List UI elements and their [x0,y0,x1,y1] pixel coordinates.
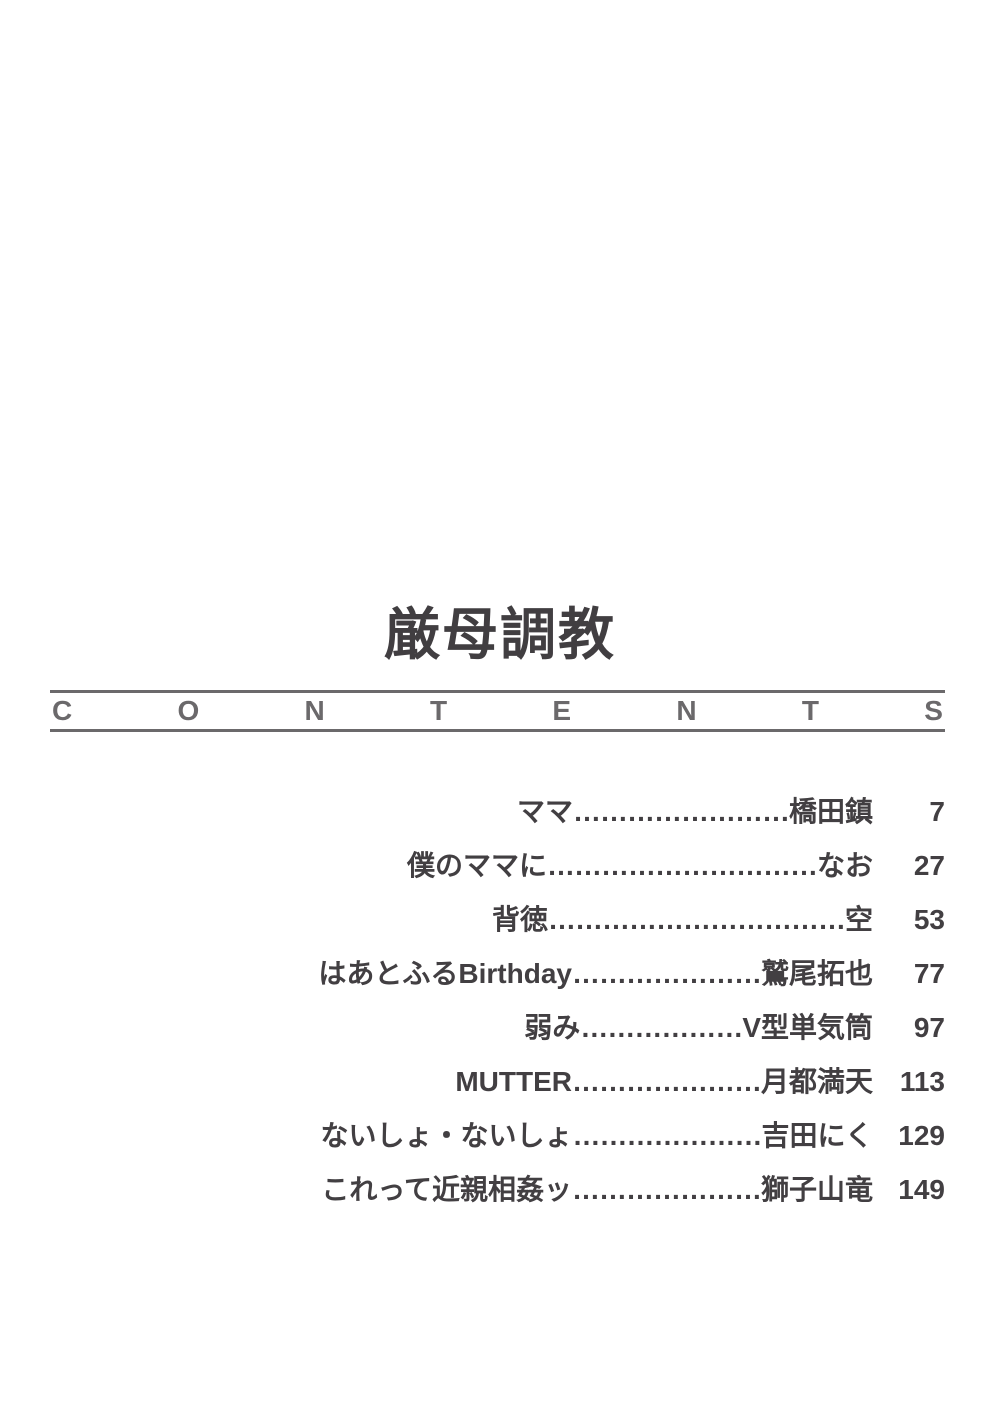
toc-entry-page: 149 [875,1174,945,1206]
toc-dots: …………………… [573,796,789,828]
toc-entry-author: V型単気筒 [742,1006,873,1046]
toc-dots: …………………………… [548,904,845,936]
contents-label-bar: C O N T E N T S [50,690,945,732]
toc-entry-author: なお [817,844,873,884]
toc-row: これって近親相姦ッ ………………… 獅子山竜 149 [50,1168,945,1208]
toc-dots: ………………… [572,1174,761,1206]
toc-entry-author: 月都満天 [761,1060,873,1100]
toc-row: 僕のママに ………………………… なお 27 [50,844,945,884]
toc-entry-title: MUTTER [455,1066,572,1098]
page: 厳母調教 C O N T E N T S ママ …………………… 橋田鎮 7 僕… [0,0,1000,1423]
toc-row: 背徳 …………………………… 空 53 [50,898,945,938]
toc-entry-author: 橋田鎮 [789,790,873,830]
toc-row: 弱み ……………… V型単気筒 97 [50,1006,945,1046]
contents-letter: E [552,695,571,727]
toc-entry-page: 97 [875,1012,945,1044]
toc-entry-author: 鷲尾拓也 [761,952,873,992]
toc-entry-page: 129 [875,1120,945,1152]
toc-entry-title: ないしょ・ないしょ [321,1114,573,1154]
toc-row: ママ …………………… 橋田鎮 7 [50,790,945,830]
toc-row: ないしょ・ないしょ ………………… 吉田にく 129 [50,1114,945,1154]
toc-dots: ………………… [572,958,761,990]
toc-dots: ………………… [572,1066,761,1098]
toc-entry-title: はあとふるBirthday [318,952,572,992]
contents-letter: T [430,695,447,727]
contents-letter: S [924,695,943,727]
toc-entry-author: 獅子山竜 [761,1168,873,1208]
toc-entry-page: 7 [875,796,945,828]
toc-dots: ………………… [573,1120,762,1152]
toc-entry-title: ママ [517,790,573,830]
contents-letter: N [676,695,696,727]
toc-row: MUTTER ………………… 月都満天 113 [50,1060,945,1100]
toc-entry-title: 背徳 [492,898,548,938]
toc-entry-author: 空 [845,898,873,938]
contents-letter: O [178,695,200,727]
contents-letter: C [52,695,72,727]
toc-entry-page: 77 [875,958,945,990]
toc-entry-page: 53 [875,904,945,936]
toc-entry-page: 27 [875,850,945,882]
toc-entry-title: 僕のママに [407,844,547,884]
toc-dots: ……………… [580,1012,742,1044]
toc-list: ママ …………………… 橋田鎮 7 僕のママに ………………………… なお 27… [50,790,945,1222]
toc-entry-title: 弱み [524,1006,580,1046]
toc-dots: ………………………… [547,850,817,882]
book-title: 厳母調教 [0,590,1000,671]
contents-letter: N [305,695,325,727]
contents-letter: T [802,695,819,727]
toc-row: はあとふるBirthday ………………… 鷲尾拓也 77 [50,952,945,992]
toc-entry-author: 吉田にく [762,1114,873,1154]
toc-entry-page: 113 [875,1066,945,1098]
toc-entry-title: これって近親相姦ッ [321,1168,572,1208]
